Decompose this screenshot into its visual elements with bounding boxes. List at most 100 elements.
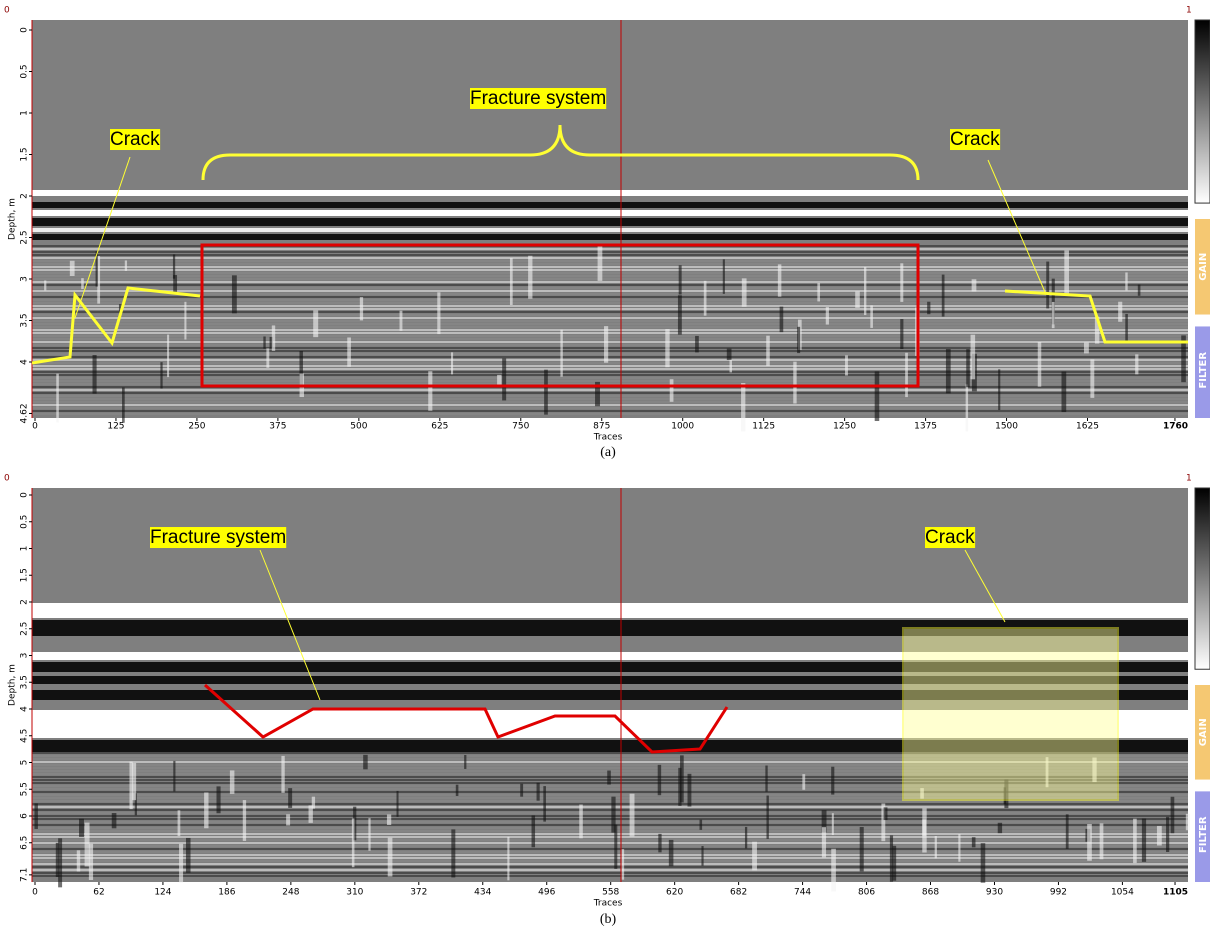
texture <box>32 851 1188 853</box>
texture <box>32 311 1188 313</box>
crack-box <box>903 628 1118 800</box>
texture <box>32 398 1188 400</box>
x-tick-label: 1375 <box>914 422 937 432</box>
texture <box>125 260 127 270</box>
texture <box>129 762 132 809</box>
filter-label: FILTER <box>1198 352 1209 389</box>
texture <box>922 808 926 852</box>
texture <box>765 766 767 792</box>
texture <box>532 816 536 848</box>
band <box>32 228 1188 232</box>
texture <box>32 392 1188 394</box>
y-tick-label: 7.1 <box>20 868 30 882</box>
texture <box>32 857 1188 859</box>
texture <box>1046 262 1049 309</box>
texture <box>79 819 84 837</box>
x-tick-label: 806 <box>858 888 875 898</box>
texture <box>658 765 661 795</box>
texture <box>1052 302 1055 328</box>
x-tick-label: 1250 <box>833 422 856 432</box>
corner-left: 0 <box>4 474 10 484</box>
colorbar <box>1195 488 1210 669</box>
gain-label: GAIN <box>1198 253 1209 281</box>
texture <box>32 347 1188 349</box>
texture <box>502 358 506 400</box>
texture <box>32 314 1188 316</box>
texture <box>780 307 784 332</box>
texture <box>396 791 398 817</box>
texture <box>32 872 1188 874</box>
texture <box>727 349 732 360</box>
annotation: Crack <box>950 129 1000 150</box>
texture <box>32 350 1188 352</box>
texture <box>347 337 351 366</box>
x-tick-label: 558 <box>602 888 619 898</box>
band <box>32 202 1188 208</box>
texture <box>695 336 699 352</box>
texture <box>32 302 1188 304</box>
annotation: Crack <box>925 527 975 548</box>
texture <box>387 814 391 825</box>
texture <box>179 844 183 883</box>
x-tick-label: 1625 <box>1076 422 1099 432</box>
band <box>32 210 1188 216</box>
texture <box>32 830 1188 832</box>
texture <box>122 387 125 422</box>
texture <box>560 330 562 377</box>
texture <box>32 839 1188 841</box>
texture <box>32 260 1188 262</box>
texture <box>167 335 169 377</box>
texture <box>741 383 745 431</box>
texture <box>312 797 315 809</box>
texture <box>935 836 937 858</box>
texture <box>44 281 46 291</box>
texture <box>32 320 1188 322</box>
texture <box>752 842 757 870</box>
texture <box>520 784 523 797</box>
texture <box>400 311 403 331</box>
texture <box>32 251 1188 253</box>
texture <box>32 317 1188 319</box>
texture <box>679 265 682 294</box>
texture <box>826 307 829 325</box>
texture <box>742 278 747 306</box>
x-tick-label: 1760 <box>1163 422 1188 432</box>
texture <box>428 371 432 411</box>
texture <box>77 850 80 871</box>
x-tick-label: 625 <box>431 422 448 432</box>
texture <box>678 295 682 334</box>
texture <box>611 797 615 833</box>
texture <box>263 337 265 349</box>
texture <box>456 785 459 796</box>
texture <box>900 263 903 302</box>
y-tick-label: 1 <box>20 546 30 552</box>
texture <box>32 353 1188 355</box>
texture <box>766 796 768 839</box>
texture <box>927 302 930 314</box>
x-tick-label: 125 <box>107 422 124 432</box>
texture <box>93 355 97 394</box>
texture <box>875 371 880 421</box>
texture <box>497 375 501 385</box>
y-tick-label: 4 <box>20 706 30 712</box>
texture <box>32 875 1188 877</box>
texture <box>998 823 1002 833</box>
band <box>32 603 1188 618</box>
gain-label: GAIN <box>1198 718 1209 746</box>
texture <box>243 800 246 841</box>
texture <box>723 259 725 294</box>
texture <box>32 296 1188 298</box>
texture <box>58 838 62 887</box>
x-tick-label: 875 <box>593 422 610 432</box>
y-tick-label: 6 <box>20 813 30 819</box>
texture <box>32 389 1188 391</box>
texture <box>32 338 1188 340</box>
texture <box>958 834 960 862</box>
texture <box>669 840 674 866</box>
x-tick-label: 1125 <box>752 422 775 432</box>
texture <box>32 275 1188 277</box>
texture <box>822 827 826 857</box>
texture <box>32 278 1188 280</box>
texture <box>1062 372 1067 412</box>
texture <box>32 281 1188 283</box>
